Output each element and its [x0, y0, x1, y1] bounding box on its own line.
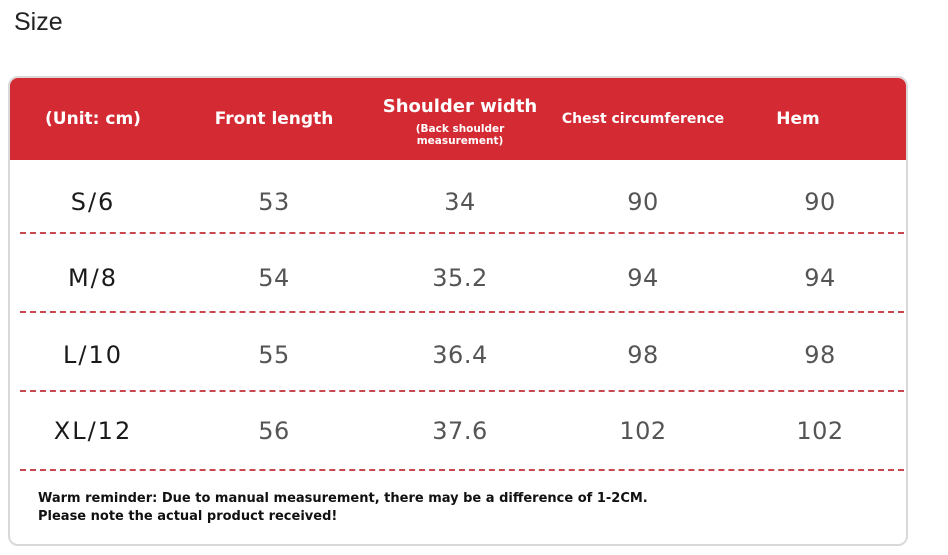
table-row: S/6 53 34 90 90 [10, 164, 906, 240]
chest-cell: 94 [627, 264, 659, 292]
header-shoulder-width-label: Shoulder width [382, 95, 538, 117]
chest-cell: 98 [627, 341, 659, 369]
front-length-cell: 56 [258, 417, 290, 445]
header-shoulder-width-sub: (Back shoulder measurement) [415, 122, 505, 147]
page-title: Size [14, 8, 63, 36]
size-cell: L/10 [63, 341, 123, 369]
hem-cell: 102 [796, 417, 844, 445]
header-unit-label: (Unit: cm) [45, 109, 141, 129]
hem-cell: 90 [804, 188, 836, 216]
header-hem: Hem [738, 78, 858, 160]
shoulder-width-cell: 37.6 [432, 417, 488, 445]
chest-cell: 90 [627, 188, 659, 216]
front-length-cell: 53 [258, 188, 290, 216]
header-shoulder-width: Shoulder width (Back shoulder measuremen… [372, 78, 548, 160]
size-chart-card: (Unit: cm) Front length Shoulder width (… [8, 76, 908, 546]
table-row: M/8 54 35.2 94 94 [10, 240, 906, 316]
hem-cell: 94 [804, 264, 836, 292]
header-unit: (Unit: cm) [10, 78, 176, 160]
table-row: XL/12 56 37.6 102 102 [10, 393, 906, 469]
shoulder-width-cell: 36.4 [432, 341, 488, 369]
row-divider [20, 390, 904, 392]
row-divider [20, 469, 904, 471]
header-chest-label: Chest circumference [561, 111, 725, 127]
header-front-length-label: Front length [214, 109, 334, 129]
hem-cell: 98 [804, 341, 836, 369]
shoulder-width-cell: 34 [444, 188, 476, 216]
header-chest: Chest circumference [548, 78, 738, 160]
chest-cell: 102 [619, 417, 667, 445]
table-header: (Unit: cm) Front length Shoulder width (… [10, 78, 906, 160]
header-hem-label: Hem [776, 109, 820, 129]
size-cell: XL/12 [53, 417, 133, 445]
row-divider [20, 232, 904, 234]
note-line-1: Warm reminder: Due to manual measurement… [38, 491, 648, 506]
shoulder-width-cell: 35.2 [432, 264, 488, 292]
size-cell: S/6 [70, 188, 116, 216]
front-length-cell: 55 [258, 341, 290, 369]
warm-reminder-note: Warm reminder: Due to manual measurement… [38, 490, 648, 526]
header-front-length: Front length [176, 78, 372, 160]
table-row: L/10 55 36.4 98 98 [10, 317, 906, 393]
note-line-2: Please note the actual product received! [38, 509, 338, 524]
front-length-cell: 54 [258, 264, 290, 292]
size-cell: M/8 [67, 264, 119, 292]
row-divider [20, 311, 904, 313]
